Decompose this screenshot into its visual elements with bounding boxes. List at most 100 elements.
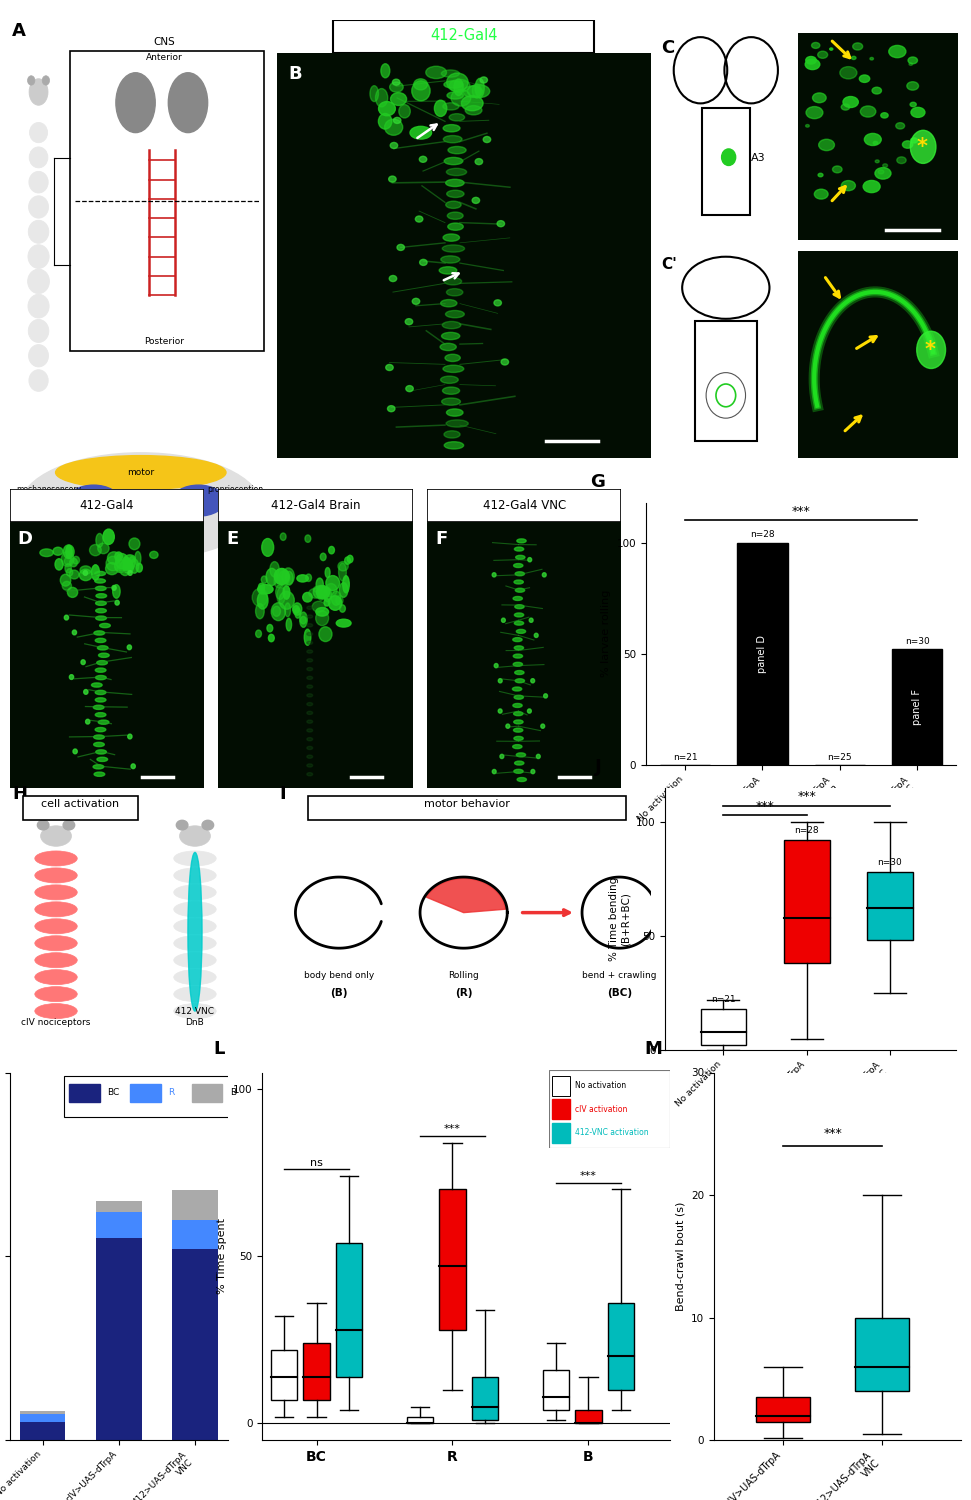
Ellipse shape [534, 633, 538, 638]
Ellipse shape [446, 420, 468, 428]
Bar [695, 321, 756, 441]
Bar [19, 1422, 65, 1440]
Ellipse shape [135, 552, 141, 566]
Ellipse shape [450, 80, 470, 92]
Ellipse shape [467, 84, 489, 98]
Ellipse shape [883, 164, 887, 168]
Text: 412-Gal4: 412-Gal4 [80, 500, 134, 512]
Bar [867, 871, 913, 940]
Text: C: C [661, 39, 674, 57]
Ellipse shape [174, 902, 217, 916]
Ellipse shape [112, 585, 117, 590]
Ellipse shape [27, 268, 50, 294]
Ellipse shape [73, 556, 80, 564]
Ellipse shape [35, 969, 78, 984]
Ellipse shape [878, 170, 884, 174]
Ellipse shape [307, 668, 313, 670]
Ellipse shape [446, 180, 464, 186]
Ellipse shape [96, 616, 107, 620]
Ellipse shape [498, 710, 502, 712]
Text: cIV nociceptors: cIV nociceptors [21, 1019, 90, 1028]
Text: motor behavior: motor behavior [423, 800, 510, 810]
Ellipse shape [115, 560, 126, 573]
Ellipse shape [859, 75, 870, 82]
Ellipse shape [283, 568, 294, 585]
Ellipse shape [115, 552, 122, 561]
Ellipse shape [85, 720, 90, 724]
Ellipse shape [95, 579, 106, 584]
Ellipse shape [536, 754, 540, 759]
Ellipse shape [447, 168, 467, 176]
Ellipse shape [295, 608, 300, 618]
Ellipse shape [285, 603, 290, 616]
Ellipse shape [443, 234, 459, 242]
Ellipse shape [129, 538, 140, 549]
Ellipse shape [818, 51, 827, 58]
Ellipse shape [285, 572, 293, 585]
Ellipse shape [864, 134, 882, 146]
Ellipse shape [412, 81, 430, 100]
Ellipse shape [307, 729, 313, 732]
Ellipse shape [514, 736, 523, 741]
Ellipse shape [307, 738, 313, 741]
Ellipse shape [60, 574, 71, 586]
Ellipse shape [106, 556, 119, 570]
Text: Rolling: Rolling [449, 972, 479, 981]
Ellipse shape [515, 548, 523, 550]
Ellipse shape [517, 538, 526, 543]
Ellipse shape [29, 123, 48, 142]
Ellipse shape [95, 675, 106, 680]
Ellipse shape [97, 645, 108, 650]
Ellipse shape [95, 668, 106, 672]
Bar [308, 796, 625, 819]
Ellipse shape [909, 63, 913, 66]
Ellipse shape [527, 710, 531, 712]
Ellipse shape [277, 588, 285, 604]
Ellipse shape [465, 105, 482, 116]
Text: ***: *** [755, 800, 775, 813]
Text: body bend only: body bend only [304, 972, 374, 981]
Ellipse shape [80, 566, 91, 574]
Ellipse shape [338, 561, 349, 572]
Ellipse shape [98, 652, 109, 657]
Ellipse shape [419, 156, 427, 162]
Bar [96, 1202, 142, 1212]
Ellipse shape [444, 158, 463, 165]
Bar [700, 1010, 747, 1046]
Text: ***: *** [823, 1126, 842, 1140]
Ellipse shape [529, 618, 533, 622]
Ellipse shape [89, 544, 101, 556]
Ellipse shape [863, 180, 880, 192]
Ellipse shape [255, 603, 264, 619]
Ellipse shape [516, 588, 524, 592]
Ellipse shape [95, 586, 106, 591]
Ellipse shape [385, 364, 393, 370]
Ellipse shape [312, 602, 325, 612]
Ellipse shape [307, 754, 313, 759]
Ellipse shape [94, 632, 105, 634]
Bar [19, 1414, 65, 1422]
Ellipse shape [515, 621, 523, 626]
Text: J: J [595, 758, 602, 776]
Bar [96, 1212, 142, 1237]
Ellipse shape [252, 588, 268, 606]
Text: proprioception: proprioception [207, 484, 263, 494]
Ellipse shape [318, 627, 332, 642]
Ellipse shape [317, 578, 323, 591]
Ellipse shape [304, 628, 311, 645]
Ellipse shape [29, 147, 48, 168]
Ellipse shape [28, 244, 50, 268]
Ellipse shape [911, 138, 918, 142]
Ellipse shape [873, 141, 878, 144]
Ellipse shape [513, 744, 522, 748]
Ellipse shape [541, 724, 545, 729]
Text: A: A [13, 22, 26, 40]
Ellipse shape [113, 585, 120, 598]
Ellipse shape [37, 821, 49, 830]
Ellipse shape [340, 604, 346, 612]
Ellipse shape [881, 112, 888, 118]
Ellipse shape [274, 574, 283, 588]
Ellipse shape [61, 552, 74, 567]
Ellipse shape [336, 596, 343, 604]
Text: motor: motor [127, 468, 154, 477]
